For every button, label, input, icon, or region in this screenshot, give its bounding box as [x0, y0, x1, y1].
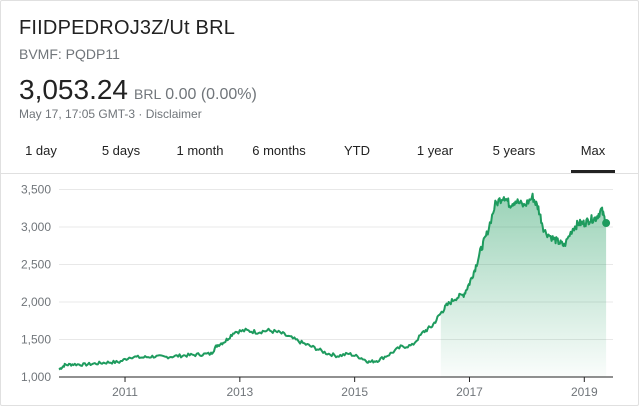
price-change: 0.00 (0.00%)	[165, 86, 257, 103]
tab-ytd[interactable]: YTD	[344, 143, 370, 158]
price-row: 3,053.24 BRL 0.00 (0.00%)	[19, 74, 257, 106]
price-line	[58, 192, 608, 371]
x-tick-label: 2019	[571, 385, 598, 399]
x-tick-label: 2013	[226, 385, 253, 399]
tab-5-days[interactable]: 5 days	[101, 143, 141, 158]
x-tick-label: 2015	[341, 385, 368, 399]
y-tick-label: 3,500	[21, 183, 51, 197]
y-axis-labels: 1,000 1,500 2,000 2,500 3,000 3,500	[21, 183, 51, 385]
timestamp-disclaimer[interactable]: May 17, 17:05 GMT-3 · Disclaimer	[19, 107, 202, 121]
y-tick-label: 1,500	[21, 333, 51, 347]
y-tick-label: 2,000	[21, 295, 51, 309]
price-area	[440, 193, 607, 377]
x-tick-label: 2011	[112, 385, 138, 399]
tab-1-month[interactable]: 1 month	[176, 143, 224, 158]
current-price: 3,053.24	[19, 74, 128, 105]
tabs-divider	[1, 173, 639, 174]
last-price-marker[interactable]	[602, 219, 611, 228]
y-tick-label: 3,000	[21, 220, 51, 234]
security-title: FIIDPEDROJ3Z/Ut BRL	[19, 17, 236, 39]
tab-1-year[interactable]: 1 year	[416, 143, 454, 158]
tab-1-day[interactable]: 1 day	[25, 143, 57, 158]
tab-6-months[interactable]: 6 months	[252, 143, 306, 158]
x-tick-label: 2017	[456, 385, 483, 399]
tab-5-years[interactable]: 5 years	[492, 143, 536, 158]
y-tick-label: 1,000	[21, 370, 51, 384]
y-tick-label: 2,500	[21, 258, 51, 272]
range-tabs: 1 day 5 days 1 month 6 months YTD 1 year…	[1, 134, 639, 174]
ticker-symbol: BVMF: PQDP11	[19, 46, 120, 62]
currency-code: BRL	[134, 86, 162, 102]
x-axis-labels: 2011 2013 2015 2017 2019	[112, 377, 598, 399]
tab-max[interactable]: Max	[571, 134, 615, 173]
